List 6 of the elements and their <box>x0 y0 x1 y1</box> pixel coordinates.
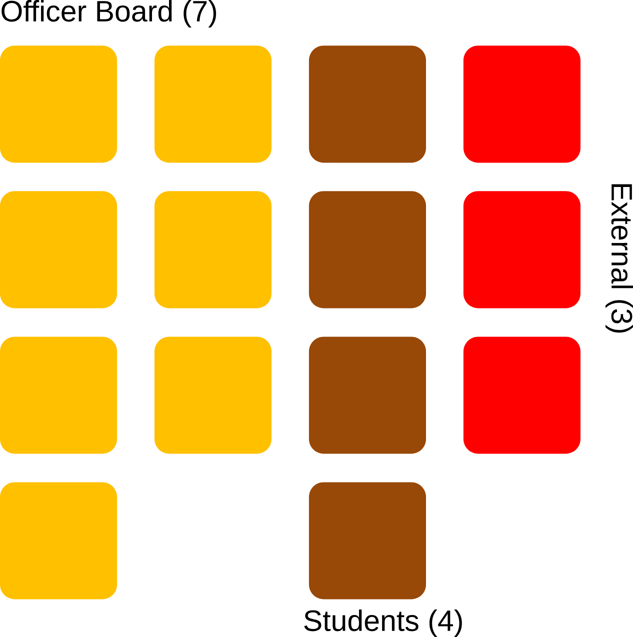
category-label: Officer Board <box>2 0 172 22</box>
category-label: Students <box>304 609 418 632</box>
data-label: (4) <box>429 609 462 637</box>
category-label: External <box>611 184 633 288</box>
data-label: (3) <box>605 300 633 333</box>
data-label: (7) <box>184 0 216 28</box>
